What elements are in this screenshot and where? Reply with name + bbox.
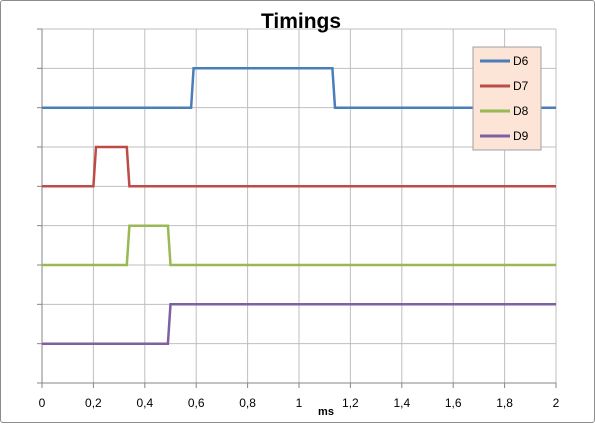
x-tick-label: 0,4	[136, 396, 153, 410]
x-tick-label: 1,4	[393, 396, 410, 410]
legend: D6 D7 D8 D9	[472, 46, 542, 151]
legend-label-d8: D8	[513, 104, 529, 118]
x-tick-label: 1,8	[496, 396, 513, 410]
x-tick-label: 0,6	[188, 396, 205, 410]
x-tick-label: 1,6	[445, 396, 462, 410]
x-tick-label: 2	[553, 396, 560, 410]
series-line-d9	[42, 303, 556, 345]
series-lines	[42, 67, 556, 345]
x-tick-label: 0	[39, 396, 46, 410]
legend-label-d9: D9	[513, 129, 529, 143]
legend-label-d6: D6	[513, 54, 529, 68]
chart-title: Timings	[261, 10, 341, 33]
x-tick-labels: 0 0,2 0,4 0,6 0,8 1 1,2 1,4 1,6 1,8 2	[39, 396, 560, 410]
legend-label-d7: D7	[513, 79, 529, 93]
x-tick-label: 0,8	[239, 396, 256, 410]
x-tick-label: 0,2	[85, 396, 102, 410]
x-tick-label: 1	[296, 396, 303, 410]
series-line-d8	[42, 224, 556, 267]
axes	[37, 28, 557, 388]
series-line-d6	[42, 67, 556, 109]
legend-box	[472, 46, 542, 151]
x-axis-label: ms	[318, 406, 334, 418]
series-line-d7	[42, 145, 556, 188]
x-tick-label: 1,2	[342, 396, 359, 410]
